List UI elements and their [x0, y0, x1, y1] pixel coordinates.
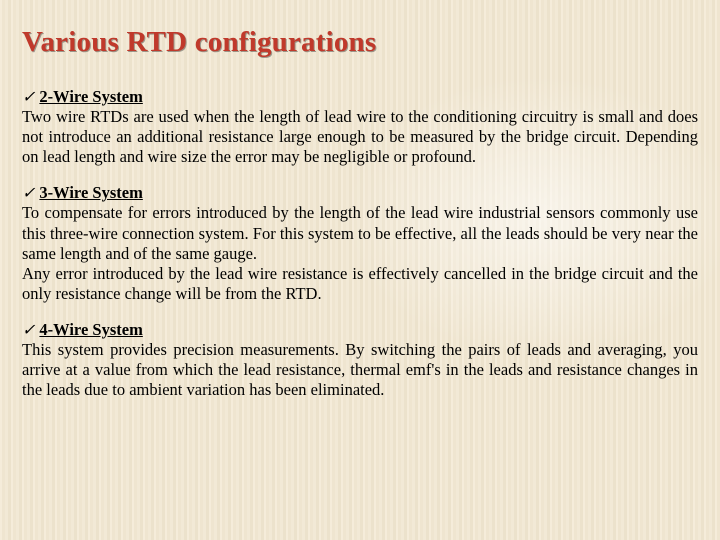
check-icon: ✓	[22, 320, 35, 340]
check-icon: ✓	[22, 87, 35, 107]
section-heading-row: ✓ 2-Wire System	[22, 87, 698, 107]
section-heading: 3-Wire System	[39, 183, 142, 203]
section-body: Two wire RTDs are used when the length o…	[22, 107, 698, 167]
section-2wire: ✓ 2-Wire System Two wire RTDs are used w…	[22, 87, 698, 167]
check-icon: ✓	[22, 183, 35, 203]
section-3wire: ✓3-Wire System To compensate for errors …	[22, 183, 698, 304]
section-body: This system provides precision measureme…	[22, 340, 698, 400]
section-heading: 2-Wire System	[39, 87, 142, 107]
slide-title: Various RTD configurations	[22, 26, 698, 59]
slide-container: Various RTD configurations ✓ 2-Wire Syst…	[0, 0, 720, 540]
section-4wire: ✓4-Wire System This system provides prec…	[22, 320, 698, 400]
section-heading-row: ✓3-Wire System	[22, 183, 698, 203]
section-heading: 4-Wire System	[39, 320, 142, 340]
section-heading-row: ✓4-Wire System	[22, 320, 698, 340]
section-body: To compensate for errors introduced by t…	[22, 203, 698, 304]
